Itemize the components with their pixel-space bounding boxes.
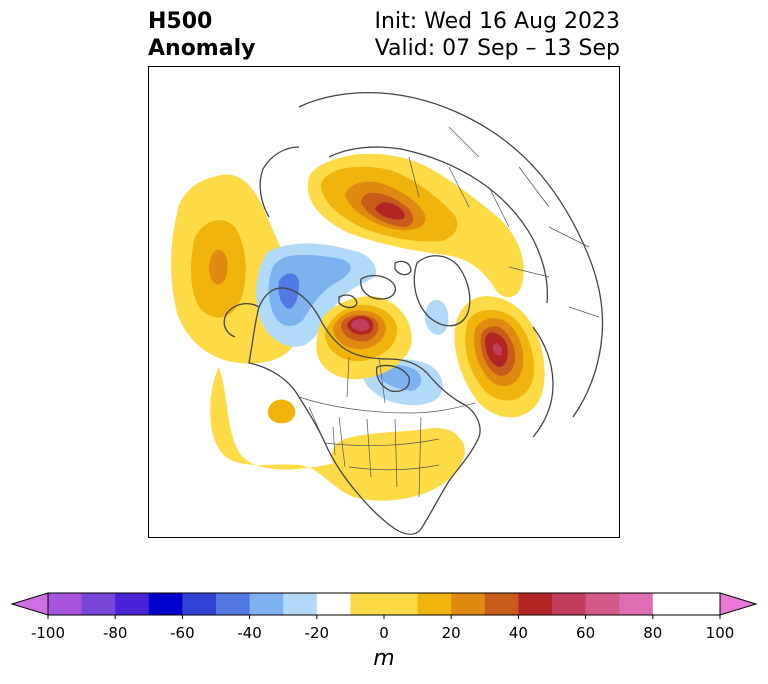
colorbar-tick-label: -60 bbox=[170, 624, 195, 642]
init-time: Init: Wed 16 Aug 2023 bbox=[374, 9, 620, 34]
colorbar-tick-label: 100 bbox=[705, 624, 735, 642]
coastlines bbox=[223, 91, 604, 535]
colorbar-extend-high bbox=[719, 592, 758, 616]
greenland-trough bbox=[424, 299, 449, 335]
colorbar-tick-label: 20 bbox=[441, 624, 461, 642]
title-left: H500 Anomaly bbox=[148, 8, 255, 62]
colorbar-tick-label: 80 bbox=[643, 624, 663, 642]
colorbar-bin bbox=[81, 593, 116, 615]
anomaly-map bbox=[149, 67, 619, 537]
colorbar-bin bbox=[619, 593, 654, 615]
arctic-canada-ridge bbox=[316, 296, 412, 380]
colorbar-graphic bbox=[10, 592, 758, 619]
colorbar-bin bbox=[652, 593, 687, 615]
colorbar-bin bbox=[148, 593, 183, 615]
colorbar-bin bbox=[350, 593, 419, 615]
colorbar-bin bbox=[417, 593, 452, 615]
political-borders bbox=[298, 126, 600, 498]
colorbar-tick-label: -100 bbox=[30, 624, 66, 642]
colorbar-bin bbox=[484, 593, 519, 615]
valid-period: Valid: 07 Sep – 13 Sep bbox=[374, 36, 620, 61]
colorbar-bin bbox=[182, 593, 217, 615]
colorbar-bin bbox=[686, 593, 721, 615]
colorbar-tick-label: -40 bbox=[237, 624, 262, 642]
colorbar-bin bbox=[48, 593, 83, 615]
alaska-trough bbox=[256, 243, 377, 347]
siberia-ridge bbox=[307, 153, 524, 298]
colorbar-tick-label: 0 bbox=[379, 624, 389, 642]
colorbar-bin bbox=[115, 593, 150, 615]
colorbar-bin bbox=[316, 593, 351, 615]
colorbar-bin bbox=[518, 593, 553, 615]
title-variable: Anomaly bbox=[148, 36, 256, 61]
colorbar-tick-label: 60 bbox=[576, 624, 596, 642]
colorbar-bin bbox=[249, 593, 284, 615]
colorbar-tick-label: -80 bbox=[102, 624, 128, 642]
colorbar-bin bbox=[585, 593, 620, 615]
map-panel bbox=[148, 66, 620, 538]
colorbar-bin bbox=[283, 593, 318, 615]
colorbar-bin bbox=[216, 593, 251, 615]
eastern-us-ridge bbox=[331, 427, 461, 494]
title-field: H500 bbox=[148, 9, 213, 34]
colorbar-unit-label: m bbox=[373, 646, 395, 671]
colorbar-bin bbox=[451, 593, 486, 615]
colorbar-tick-label: 40 bbox=[508, 624, 528, 642]
colorbar-extend-low bbox=[10, 592, 49, 616]
colorbar-bin bbox=[552, 593, 587, 615]
title-right: Init: Wed 16 Aug 2023 Valid: 07 Sep – 13… bbox=[375, 8, 620, 62]
colorbar: -100 -80 -60 -40 -20 0 20 40 60 80 100 m bbox=[0, 580, 768, 684]
colorbar-tick-label: -20 bbox=[304, 624, 330, 642]
north-atlantic-ridge bbox=[454, 296, 545, 418]
